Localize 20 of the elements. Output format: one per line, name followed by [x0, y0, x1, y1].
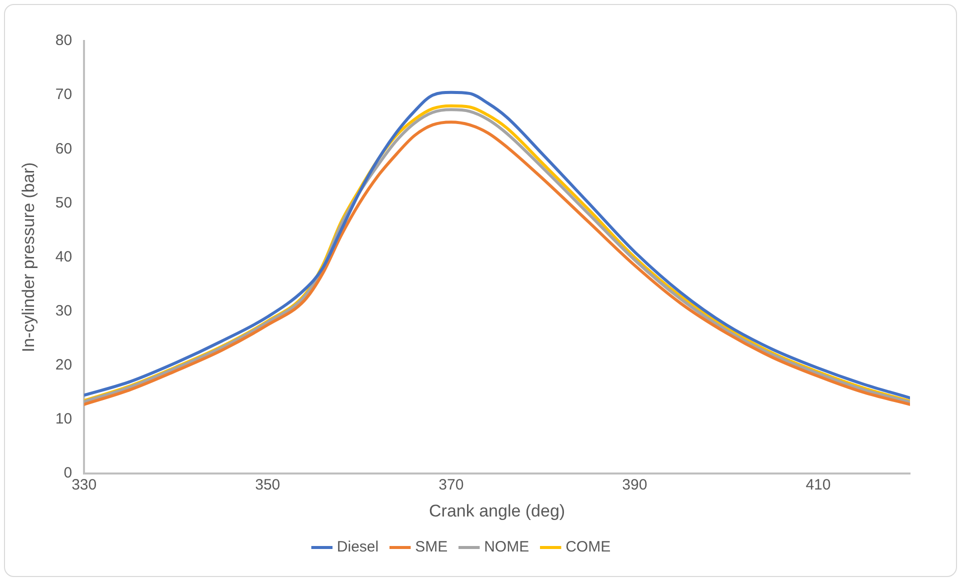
- y-tick-label: 40: [55, 248, 72, 266]
- y-axis-title: In-cylinder pressure (bar): [18, 162, 38, 352]
- y-tick-label: 10: [55, 410, 72, 428]
- x-tick-label: 370: [438, 476, 464, 494]
- y-tick-label: 20: [55, 356, 72, 374]
- x-tick-label: 350: [255, 476, 280, 494]
- x-axis-title: Crank angle (deg): [429, 501, 566, 520]
- y-tick-label: 0: [64, 464, 72, 482]
- y-tick-label: 80: [55, 32, 72, 50]
- y-tick-label: 60: [55, 140, 72, 158]
- y-tick-label: 50: [55, 194, 72, 212]
- legend-label: NOME: [484, 538, 530, 556]
- x-tick-label: 390: [622, 476, 648, 494]
- y-tick-label: 30: [55, 302, 72, 320]
- x-tick-label: 410: [806, 476, 831, 494]
- legend-label: SME: [415, 538, 448, 556]
- legend-label: Diesel: [336, 538, 379, 556]
- y-tick-label: 70: [55, 86, 72, 104]
- legend-label: COME: [566, 538, 611, 556]
- x-tick-label: 330: [72, 476, 97, 494]
